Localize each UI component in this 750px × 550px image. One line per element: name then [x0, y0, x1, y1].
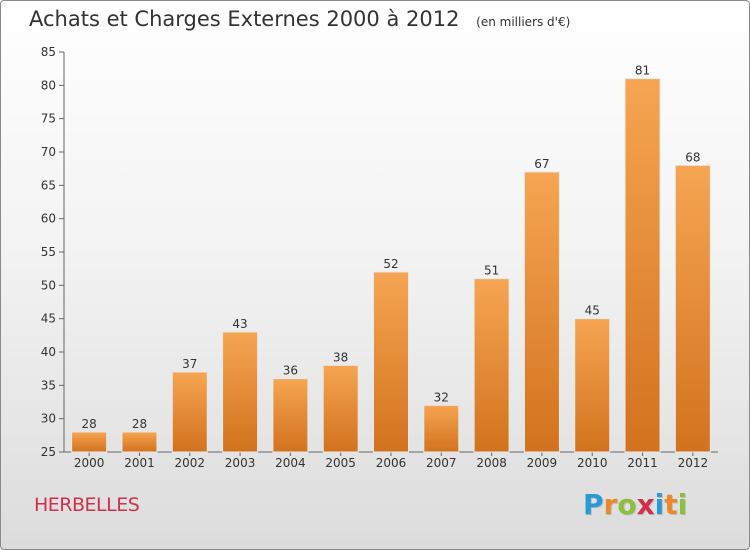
y-tick-label: 70 [41, 145, 56, 159]
x-tick-label: 2008 [476, 456, 507, 470]
x-tick-label: 2004 [275, 456, 306, 470]
logo-letter: o [617, 488, 637, 521]
commune-name: HERBELLES [34, 494, 140, 516]
chart-bars: 28 28 37 43 36 38 52 32 51 67 45 81 68 [71, 64, 711, 453]
x-tick-label: 2001 [124, 456, 155, 470]
bar [71, 431, 108, 453]
bar [423, 404, 460, 453]
x-tick-label: 2009 [527, 456, 558, 470]
bar-value-label: 52 [383, 257, 398, 271]
bar-value-label: 81 [635, 64, 650, 78]
bar-value-label: 38 [333, 350, 348, 364]
bar [574, 318, 611, 453]
proxiti-logo: Proxiti [583, 488, 687, 521]
x-tick-label: 2003 [225, 456, 256, 470]
chart-axes: 25 30 35 40 45 50 55 60 65 70 75 80 85 2000 2001 2002 20… [41, 45, 718, 470]
x-tick-label: 2011 [627, 456, 658, 470]
x-tick-label: 2010 [577, 456, 608, 470]
x-tick-label: 2005 [325, 456, 356, 470]
y-tick-label: 25 [41, 445, 56, 459]
y-tick-label: 55 [41, 245, 56, 259]
logo-letter: t [664, 488, 678, 521]
bar [373, 271, 409, 453]
bar [523, 171, 560, 453]
bar-value-label: 45 [585, 304, 600, 318]
y-tick-label: 85 [41, 45, 56, 59]
y-tick-label: 40 [41, 345, 56, 359]
bar [322, 364, 359, 453]
bar-value-label: 32 [434, 390, 449, 404]
y-tick-label: 80 [41, 78, 56, 92]
chart-unit-label: (en milliers d'€) [476, 15, 571, 29]
x-tick-label: 2002 [174, 456, 205, 470]
bar-value-label: 37 [182, 357, 197, 371]
x-tick-label: 2000 [74, 456, 105, 470]
bar [121, 431, 158, 453]
bar-value-label: 28 [132, 417, 147, 431]
chart-title: Achats et Charges Externes 2000 à 2012 (… [29, 7, 570, 31]
bar-value-label: 51 [484, 264, 499, 278]
y-tick-label: 45 [41, 312, 56, 326]
bar-value-label: 28 [82, 417, 97, 431]
chart-title-text: Achats et Charges Externes 2000 à 2012 [29, 7, 460, 31]
bar [222, 331, 259, 453]
y-tick-label: 60 [41, 212, 56, 226]
bar-value-label: 43 [232, 317, 247, 331]
y-tick-label: 30 [41, 412, 56, 426]
logo-letter: P [583, 488, 604, 521]
logo-letter: x [636, 488, 655, 521]
bar [473, 278, 510, 453]
bar-value-label: 68 [685, 150, 700, 164]
bar-value-label: 67 [534, 157, 549, 171]
bar [674, 164, 711, 453]
x-tick-label: 2012 [678, 456, 709, 470]
y-tick-label: 50 [41, 278, 56, 292]
x-tick-label: 2006 [376, 456, 407, 470]
bar-value-label: 36 [283, 364, 298, 378]
bar [171, 371, 208, 453]
bar [272, 378, 309, 453]
y-tick-label: 75 [41, 112, 56, 126]
bar [624, 78, 661, 453]
y-tick-label: 65 [41, 178, 56, 192]
x-tick-label: 2007 [426, 456, 457, 470]
logo-letter: r [603, 488, 618, 521]
y-tick-label: 35 [41, 378, 56, 392]
logo-letter: i [654, 488, 665, 521]
logo-letter: i [677, 488, 688, 521]
